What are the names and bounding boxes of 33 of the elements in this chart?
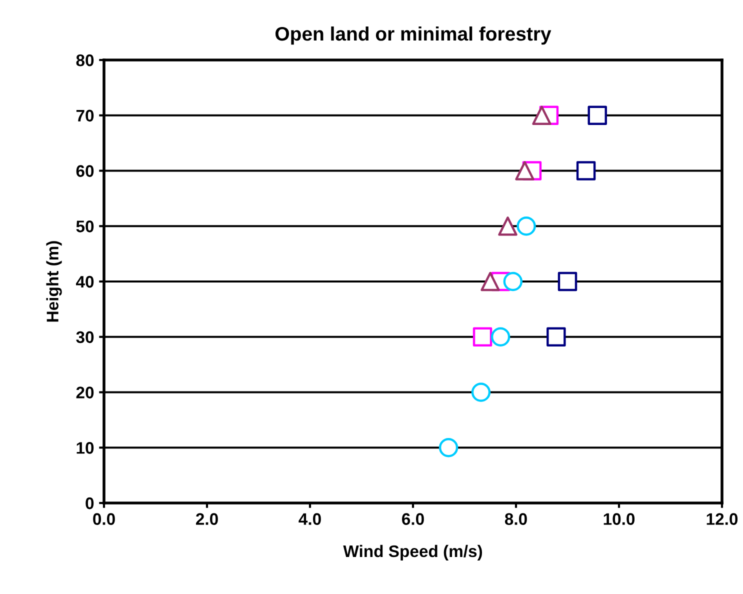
x-tick-label: 2.0 [196,513,218,525]
y-tick-label: 50 [76,220,94,232]
point [576,161,596,180]
point [546,327,566,346]
chart-title: Open land or minimal forestry [276,26,552,45]
point [558,272,578,292]
x-tick-label: 10.0 [604,513,635,525]
x-tick-label: 8.0 [504,513,527,525]
y-axis-title: Height (m) [46,241,62,322]
point [503,272,523,292]
point [515,161,534,180]
point [472,327,492,346]
x-tick-label: 12.0 [706,513,738,525]
y-tick-label: 0 [86,497,94,510]
x-axis-title: Wind Speed (m/s) [343,544,482,560]
y-tick-label: 60 [76,165,94,177]
point [588,106,607,125]
point [480,272,500,292]
x-tick-label: 6.0 [402,513,424,525]
point [516,216,536,236]
y-tick-label: 70 [76,110,94,122]
y-tick-label: 40 [76,276,94,288]
y-tick-label: 10 [76,442,94,454]
point [471,382,491,402]
y-tick-label: 20 [76,386,94,398]
y-tick-label: 80 [76,54,94,66]
point [532,106,552,125]
x-tick-label: 4.0 [298,513,321,525]
x-tick-label: 0.0 [93,513,115,525]
y-tick-label: 30 [76,331,94,344]
point [438,438,458,458]
point [490,327,510,346]
point [498,216,518,236]
